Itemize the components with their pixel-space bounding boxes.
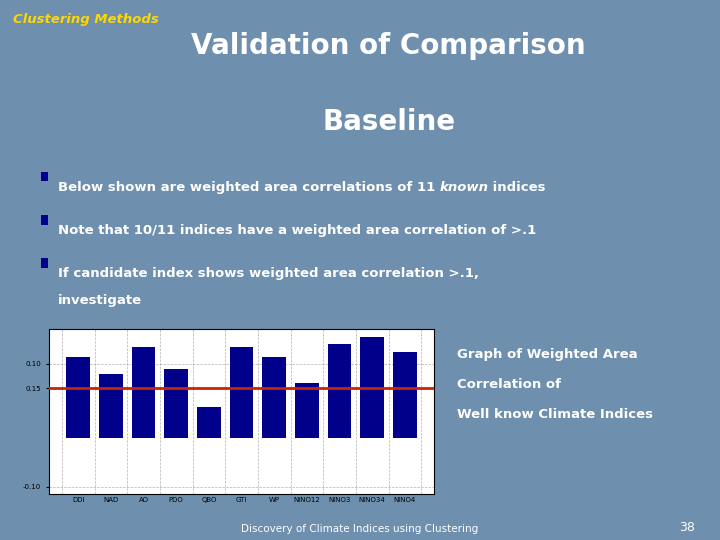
Text: Correlation of: Correlation of <box>457 378 561 391</box>
Bar <box>164 369 188 437</box>
Text: Note that 10/11 indices have a weighted area correlation of >.1: Note that 10/11 indices have a weighted … <box>58 224 536 237</box>
Text: Validation of Comparison: Validation of Comparison <box>192 32 586 60</box>
Text: If candidate index shows weighted area correlation >.1,: If candidate index shows weighted area c… <box>58 267 479 280</box>
Text: Clustering Methods: Clustering Methods <box>13 14 158 26</box>
Bar <box>132 347 156 437</box>
Bar <box>393 352 417 437</box>
Bar <box>230 347 253 437</box>
Text: 38: 38 <box>679 521 695 534</box>
Bar <box>328 344 351 437</box>
Bar <box>361 337 384 437</box>
Text: investigate: investigate <box>58 294 142 307</box>
Bar <box>99 374 122 437</box>
Bar <box>263 357 286 437</box>
Bar <box>66 357 90 437</box>
Bar <box>40 258 48 268</box>
Bar <box>40 172 48 181</box>
Text: Below shown are weighted area correlations of 11: Below shown are weighted area correlatio… <box>58 181 439 194</box>
Text: Discovery of Climate Indices using Clustering: Discovery of Climate Indices using Clust… <box>241 523 479 534</box>
Text: Baseline: Baseline <box>323 108 455 136</box>
Bar <box>197 407 220 437</box>
Bar <box>40 215 48 225</box>
Text: indices: indices <box>488 181 546 194</box>
Bar <box>295 383 319 437</box>
Text: Graph of Weighted Area: Graph of Weighted Area <box>457 348 638 361</box>
Text: Well know Climate Indices: Well know Climate Indices <box>457 408 653 421</box>
Text: known: known <box>439 181 488 194</box>
